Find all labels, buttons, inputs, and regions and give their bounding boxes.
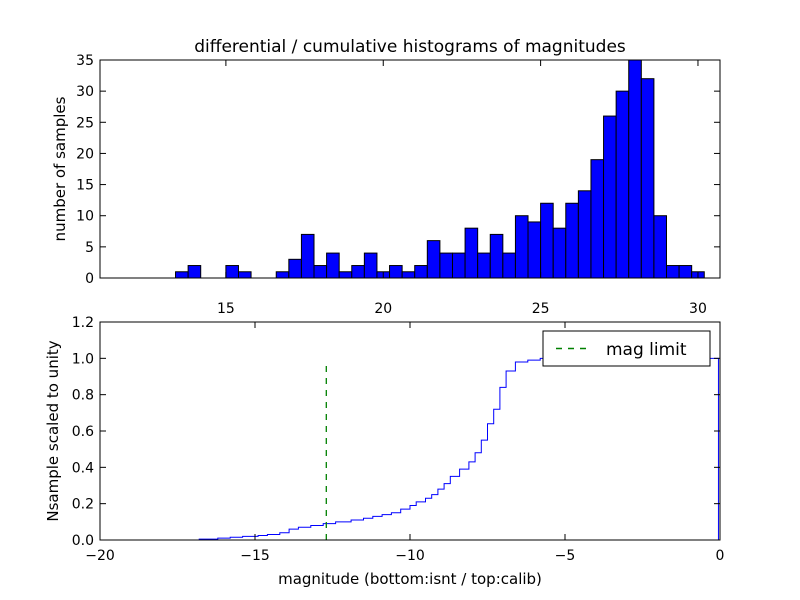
histogram-bar [237,271,252,279]
top-xtick-label: 20 [374,301,392,317]
top-ytick-label: 0 [85,271,94,287]
histogram-bar [414,265,428,279]
histogram-bar [527,221,542,279]
top-xtick-label: 25 [532,301,550,317]
histogram-bar [640,78,655,279]
bottom-chart-plot-area: 0.0 0.2 0.4 0.6 0.8 1.0 1.2 −20 −15 −10 −5 0 [72,315,725,564]
bottom-chart-xlabel: magnitude (bottom:isnt / top:calib) [278,570,542,588]
histogram-bar [351,265,365,279]
histogram-bar [590,159,605,279]
top-chart-title: differential / cumulative histograms of … [194,37,626,57]
histogram-bar [489,233,504,279]
bottom-chart-frame [99,321,721,541]
top-chart-ylabel: number of samples [51,96,69,241]
histogram-bar [603,115,617,279]
bottom-ytick-label: 1.2 [72,315,94,331]
legend-label-mag-limit: mag limit [606,340,687,360]
cumulative-step-line [100,357,719,541]
histogram-bar [451,252,466,279]
bottom-xtick-label: −5 [555,548,576,564]
histogram-bar [300,233,315,279]
top-ytick-label: 20 [76,146,94,162]
histogram-bar [401,271,416,279]
histogram-bar [338,271,353,279]
histogram-bar [225,265,239,279]
top-ytick-label: 15 [76,178,94,194]
histogram-bar [552,227,567,279]
bottom-chart-legend: mag limit [542,330,711,367]
top-ytick-label: 10 [76,209,94,225]
histogram-bar [514,215,529,279]
histogram-bar [628,59,642,279]
histogram-bar [665,265,680,279]
bottom-xtick-label: −20 [85,548,115,564]
bottom-xtick-label: −10 [395,548,425,564]
top-ytick-label: 35 [76,53,94,69]
histogram-bar [439,252,453,279]
top-ytick-label: 25 [76,115,94,131]
histogram-bar [464,227,479,279]
bottom-ytick-label: 0.4 [72,460,94,476]
bottom-xtick-label: −15 [240,548,270,564]
histogram-bar [288,258,302,279]
top-chart-plot-area: 0 5 10 15 20 25 30 35 15 20 25 30 [76,53,721,317]
bottom-ytick-label: 0.6 [72,424,94,440]
histogram-bar [477,252,491,279]
histogram-bar [389,265,403,279]
top-ytick-label: 5 [85,240,94,256]
histogram-bar [577,190,592,279]
top-chart-frame [99,59,721,279]
bottom-ytick-label: 0.8 [72,388,94,404]
histogram-bar [363,252,378,279]
bottom-ytick-label: 0.2 [72,497,94,513]
histogram-bar [326,252,340,279]
histogram-bar [175,271,189,279]
histogram-bar [540,202,554,279]
histogram-bar [502,252,516,279]
histogram-bar [313,265,328,279]
top-ytick-label: 30 [76,84,94,100]
histogram-bar [678,265,693,279]
top-xtick-label: 15 [217,301,235,317]
top-xtick-label: 30 [689,301,707,317]
bottom-xtick-label: 0 [716,548,725,564]
histogram-bar [275,271,290,279]
histogram-bar [653,215,667,279]
bottom-ytick-label: 1.0 [72,351,94,367]
histogram-bar [615,90,630,279]
bottom-chart-ylabel: Nsample scaled to unity [44,340,62,521]
histogram-bar [426,240,441,279]
bottom-ytick-label: 0.0 [72,533,94,549]
histogram-bar [187,265,202,279]
histogram-bar [565,202,579,279]
